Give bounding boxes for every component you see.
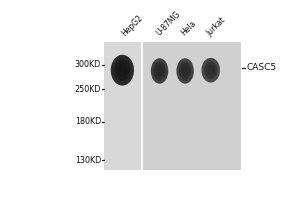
Ellipse shape [117, 63, 128, 77]
Text: HepG2: HepG2 [120, 13, 145, 38]
Ellipse shape [156, 65, 164, 77]
Ellipse shape [176, 58, 194, 84]
Ellipse shape [201, 58, 220, 83]
Ellipse shape [154, 62, 166, 80]
Ellipse shape [181, 65, 189, 77]
Ellipse shape [206, 65, 215, 76]
Ellipse shape [111, 55, 134, 86]
Text: U-87MG: U-87MG [155, 10, 183, 38]
Bar [104, 42, 141, 170]
Bar [143, 42, 241, 170]
Ellipse shape [151, 58, 168, 84]
Text: Hela: Hela [179, 19, 198, 38]
Text: CASC5: CASC5 [246, 63, 276, 72]
Ellipse shape [114, 59, 130, 81]
Text: Jurkat: Jurkat [205, 15, 227, 38]
Text: 130KD: 130KD [75, 156, 101, 165]
Text: 250KD: 250KD [74, 85, 101, 94]
Ellipse shape [204, 62, 217, 79]
Ellipse shape [179, 62, 191, 80]
Text: 180KD: 180KD [75, 117, 101, 126]
Text: 300KD: 300KD [75, 60, 101, 69]
